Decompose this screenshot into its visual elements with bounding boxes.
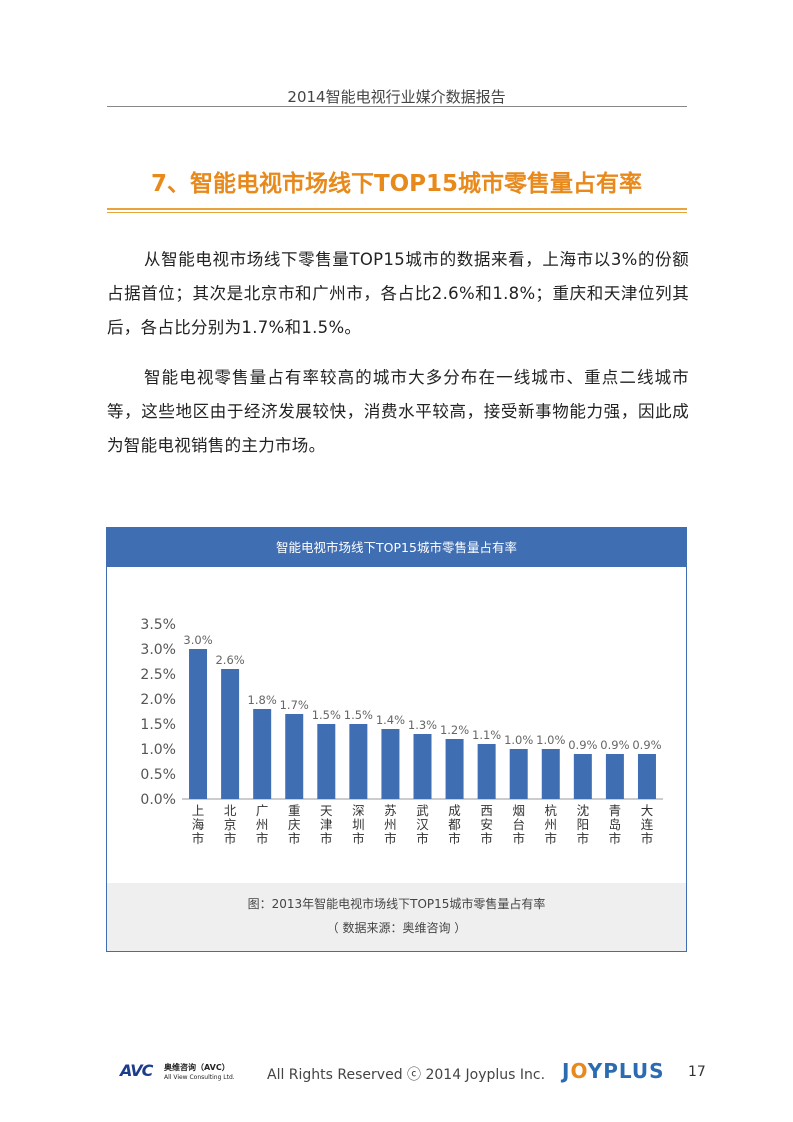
bar bbox=[221, 669, 240, 799]
bar bbox=[253, 709, 272, 799]
bar bbox=[285, 714, 304, 799]
bar bbox=[477, 744, 496, 799]
x-tick-label: 烟台市 bbox=[512, 803, 525, 846]
x-tick-label: 重庆市 bbox=[288, 803, 301, 846]
header-rule bbox=[107, 106, 687, 107]
x-tick-label: 杭州市 bbox=[545, 803, 558, 846]
joyplus-logo: JOYPLUS bbox=[562, 1059, 665, 1083]
bar bbox=[573, 754, 592, 799]
bar-chart: 0.0% 0.5% 1.0% 1.5% 2.0% 2.5% 3.0% 3.5% 3.0% 上海市 2… bbox=[140, 617, 663, 846]
bar bbox=[541, 749, 560, 799]
bar bbox=[445, 739, 464, 799]
data-label: 1.5% bbox=[344, 708, 373, 722]
avc-logo-mark: AVC bbox=[120, 1061, 153, 1080]
data-label: 0.9% bbox=[600, 738, 629, 752]
figure-source: （ 数据来源：奥维咨询 ） bbox=[326, 921, 467, 935]
x-tick-label: 深圳市 bbox=[352, 803, 365, 846]
data-label: 1.1% bbox=[472, 728, 501, 742]
joyplus-logo-rest: YPLUS bbox=[587, 1059, 665, 1083]
avc-company-cn: 奥维咨询（AVC） bbox=[164, 1063, 230, 1072]
data-label: 1.7% bbox=[280, 698, 309, 712]
figure-box: 智能电视市场线下TOP15城市零售量占有率 0.0% 0.5% 1.0% 1.5% 2.… bbox=[106, 527, 687, 952]
page-number: 17 bbox=[688, 1064, 706, 1080]
avc-logo: AVC 奥维咨询（AVC） All View Consulting Ltd. bbox=[120, 1061, 245, 1087]
bar bbox=[317, 724, 336, 799]
data-label: 1.8% bbox=[248, 693, 277, 707]
y-tick-label: 0.0% bbox=[140, 792, 176, 808]
joyplus-logo-o: O bbox=[570, 1059, 588, 1083]
data-label: 2.6% bbox=[215, 653, 244, 667]
x-tick-label: 天津市 bbox=[320, 803, 333, 846]
y-tick-label: 2.5% bbox=[140, 667, 176, 683]
data-label: 0.9% bbox=[568, 738, 597, 752]
x-tick-label: 成都市 bbox=[448, 803, 461, 846]
y-tick-label: 0.5% bbox=[140, 767, 176, 783]
x-tick-label: 青岛市 bbox=[609, 803, 622, 846]
bar bbox=[605, 754, 624, 799]
x-tick-label: 上海市 bbox=[192, 803, 205, 846]
x-tick-label: 大连市 bbox=[641, 803, 654, 846]
bar bbox=[381, 729, 400, 799]
data-label: 1.0% bbox=[536, 733, 565, 747]
y-tick-label: 2.0% bbox=[140, 692, 176, 708]
bar bbox=[349, 724, 368, 799]
bar bbox=[413, 734, 432, 799]
y-tick-label: 1.0% bbox=[140, 742, 176, 758]
y-tick-label: 1.5% bbox=[140, 717, 176, 733]
bar bbox=[189, 649, 208, 799]
section-title-rule-thin bbox=[107, 212, 687, 213]
x-tick-label: 沈阳市 bbox=[577, 803, 590, 846]
x-tick-label: 北京市 bbox=[224, 803, 237, 846]
data-label: 1.5% bbox=[312, 708, 341, 722]
figure-caption: 图：2013年智能电视市场线下TOP15城市零售量占有率 bbox=[247, 897, 546, 911]
copyright-text: All Rights Reserved ⓒ 2014 Joyplus Inc. bbox=[267, 1067, 546, 1083]
figure-footer: 图：2013年智能电视市场线下TOP15城市零售量占有率 （ 数据来源：奥维咨询… bbox=[107, 883, 686, 951]
x-tick-label: 广州市 bbox=[256, 803, 269, 846]
x-tick-label: 武汉市 bbox=[416, 803, 429, 846]
joyplus-logo-j: J bbox=[562, 1059, 571, 1083]
section-title: 7、智能电视市场线下TOP15城市零售量占有率 bbox=[150, 171, 643, 197]
data-label: 3.0% bbox=[183, 633, 212, 647]
bar bbox=[637, 754, 656, 799]
y-tick-label: 3.5% bbox=[140, 617, 176, 633]
header-title: 2014智能电视行业媒介数据报告 bbox=[287, 88, 506, 106]
bar bbox=[509, 749, 528, 799]
data-label: 0.9% bbox=[632, 738, 661, 752]
data-label: 1.2% bbox=[440, 723, 469, 737]
data-label: 1.0% bbox=[504, 733, 533, 747]
x-tick-label: 苏州市 bbox=[384, 803, 397, 846]
chart-header: 智能电视市场线下TOP15城市零售量占有率 bbox=[107, 528, 686, 567]
y-tick-label: 3.0% bbox=[140, 642, 176, 658]
paragraph-1: 从智能电视市场线下零售量TOP15城市的数据来看，上海市以3%的份额占据首位；其… bbox=[107, 250, 689, 337]
section-title-rule bbox=[107, 208, 687, 210]
data-label: 1.4% bbox=[376, 713, 405, 727]
paragraph-2: 智能电视零售量占有率较高的城市大多分布在一线城市、重点二线城市等，这些地区由于经… bbox=[107, 368, 689, 455]
x-tick-label: 西安市 bbox=[480, 803, 493, 846]
avc-company-en: All View Consulting Ltd. bbox=[164, 1074, 235, 1081]
data-label: 1.3% bbox=[408, 718, 437, 732]
